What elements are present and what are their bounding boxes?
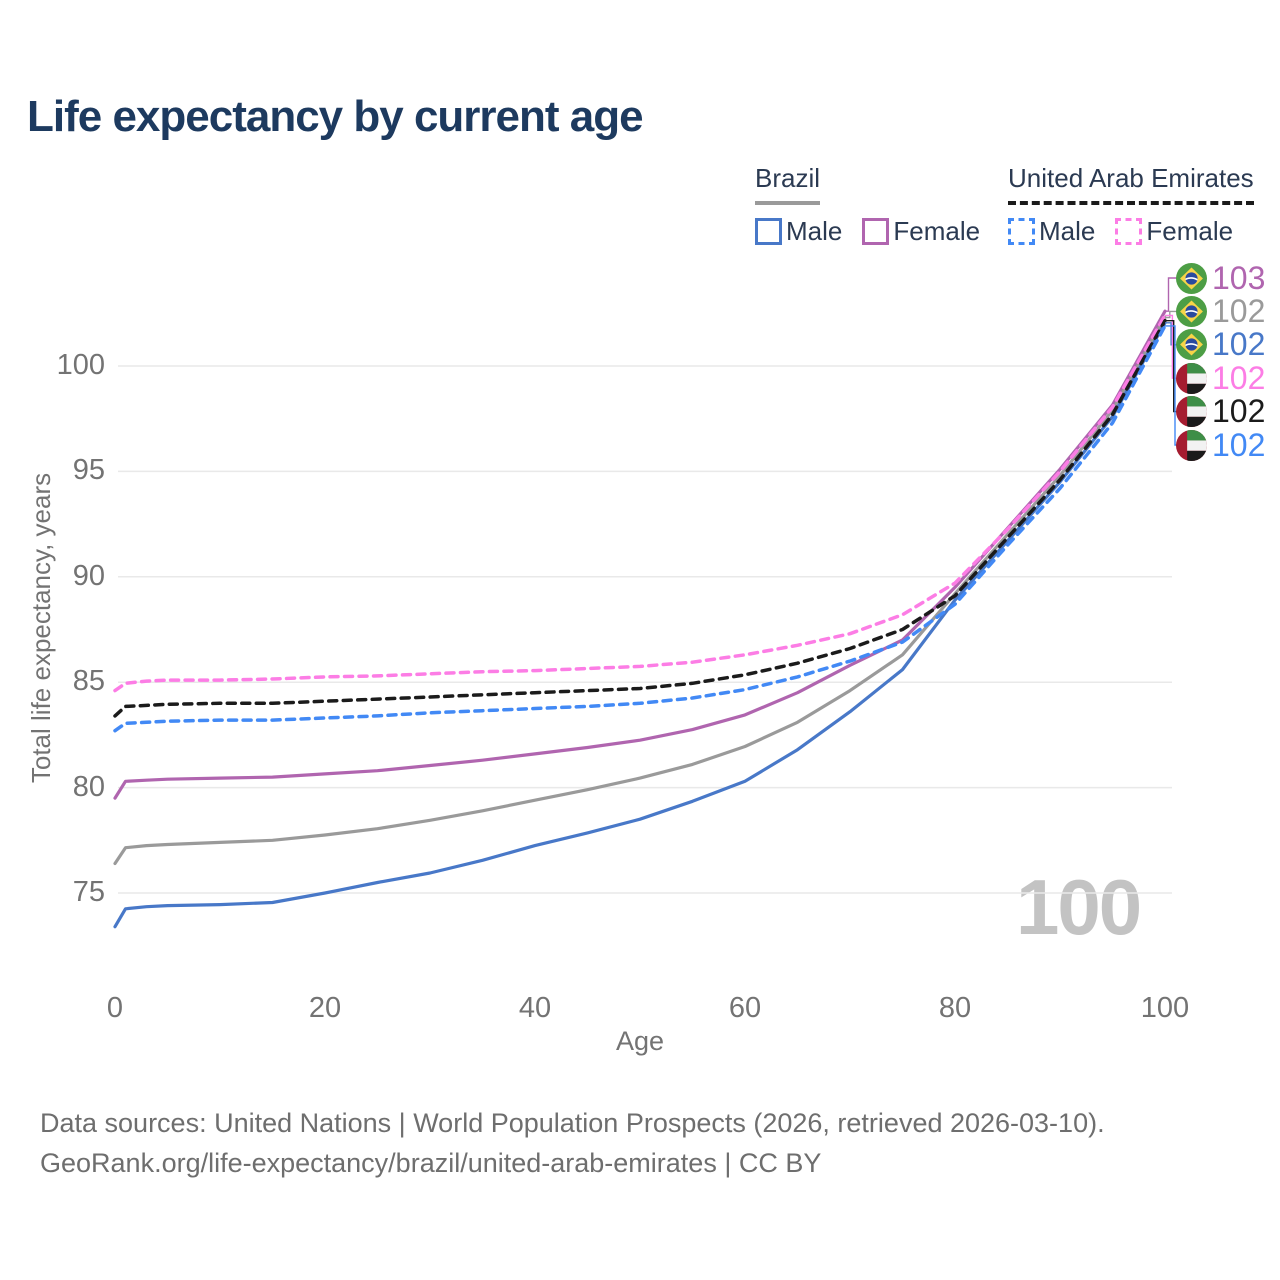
end-value-label: 102 [1212, 326, 1266, 363]
end-value-label: 102 [1212, 292, 1266, 329]
legend-item-brazil-male[interactable]: Male [755, 216, 842, 247]
legend-label-brazil-male: Male [786, 216, 843, 246]
y-tick-label-85: 85 [72, 665, 105, 698]
legend-item-uae-male[interactable]: Male [1008, 216, 1095, 247]
end-value-row-brazil-female: 103 [1176, 259, 1266, 296]
legend-group-uae: United Arab Emirates Male Female [1008, 163, 1254, 247]
brazil-male-swatch-icon [755, 218, 782, 245]
legend-header-uae[interactable]: United Arab Emirates [1008, 163, 1254, 205]
x-tick-label-40: 40 [518, 992, 552, 1024]
legend-label-uae-male: Male [1039, 216, 1096, 246]
brazil-female-swatch-icon [862, 218, 890, 245]
footer-url[interactable]: GeoRank.org/life-expectancy/brazil/unite… [40, 1148, 822, 1178]
end-value-label: 102 [1212, 426, 1266, 463]
x-tick-label-20: 20 [308, 992, 342, 1024]
x-axis-title: Age [615, 1026, 665, 1056]
uae-male-swatch-icon [1008, 218, 1035, 245]
uae-flag-icon [1176, 396, 1207, 428]
legend-item-brazil-female[interactable]: Female [862, 216, 980, 247]
brazil-flag-icon [1176, 262, 1207, 294]
uae-flag-icon [1176, 429, 1207, 461]
legend-label-uae-female: Female [1146, 216, 1234, 246]
legend-group-brazil: Brazil Male Female [755, 163, 980, 247]
label-connector-brazil-both [1165, 310, 1177, 319]
y-tick-label-100: 100 [56, 349, 105, 381]
y-tick-label-90: 90 [72, 559, 105, 592]
series-line-brazil-male[interactable] [113, 321, 1167, 929]
end-value-row-uae-male: 102 [1176, 426, 1266, 463]
label-connector-brazil-female [1165, 277, 1177, 312]
y-axis-title: Total life expectancy, years [26, 472, 56, 784]
brazil-flag-icon [1176, 295, 1207, 327]
series-line-brazil-both[interactable] [113, 315, 1167, 866]
series-line-uae-both[interactable] [113, 318, 1167, 718]
x-tick-label-100: 100 [1140, 992, 1190, 1024]
end-value-label: 102 [1212, 359, 1266, 396]
y-tick-label-75: 75 [72, 876, 105, 908]
legend-item-uae-female[interactable]: Female [1115, 216, 1233, 247]
y-tick-label-95: 95 [72, 454, 105, 487]
uae-flag-icon [1176, 362, 1207, 394]
brazil-flag-icon [1176, 329, 1207, 361]
y-tick-label-80: 80 [72, 770, 105, 803]
legend-label-brazil-female: Female [893, 216, 981, 246]
series-line-uae-male[interactable] [113, 324, 1167, 733]
x-tick-label-60: 60 [728, 992, 762, 1024]
end-value-label: 103 [1212, 259, 1266, 296]
series-line-uae-female[interactable] [113, 313, 1167, 693]
end-value-label: 102 [1212, 393, 1266, 430]
x-tick-label-0: 0 [106, 992, 124, 1024]
end-value-row-uae-female: 102 [1176, 359, 1266, 396]
series-line-brazil-female[interactable] [113, 309, 1167, 800]
end-value-row-brazil-both: 102 [1176, 292, 1266, 329]
chart-title: Life expectancy by current age [27, 92, 644, 141]
end-value-row-brazil-male: 102 [1176, 326, 1266, 363]
end-value-row-uae-both: 102 [1176, 393, 1266, 430]
watermark: 100 [1016, 863, 1142, 951]
x-tick-label-80: 80 [938, 992, 972, 1024]
uae-female-swatch-icon [1115, 218, 1143, 245]
legend-header-brazil[interactable]: Brazil [755, 163, 821, 205]
footer-attribution: Data sources: United Nations | World Pop… [40, 1108, 1105, 1138]
